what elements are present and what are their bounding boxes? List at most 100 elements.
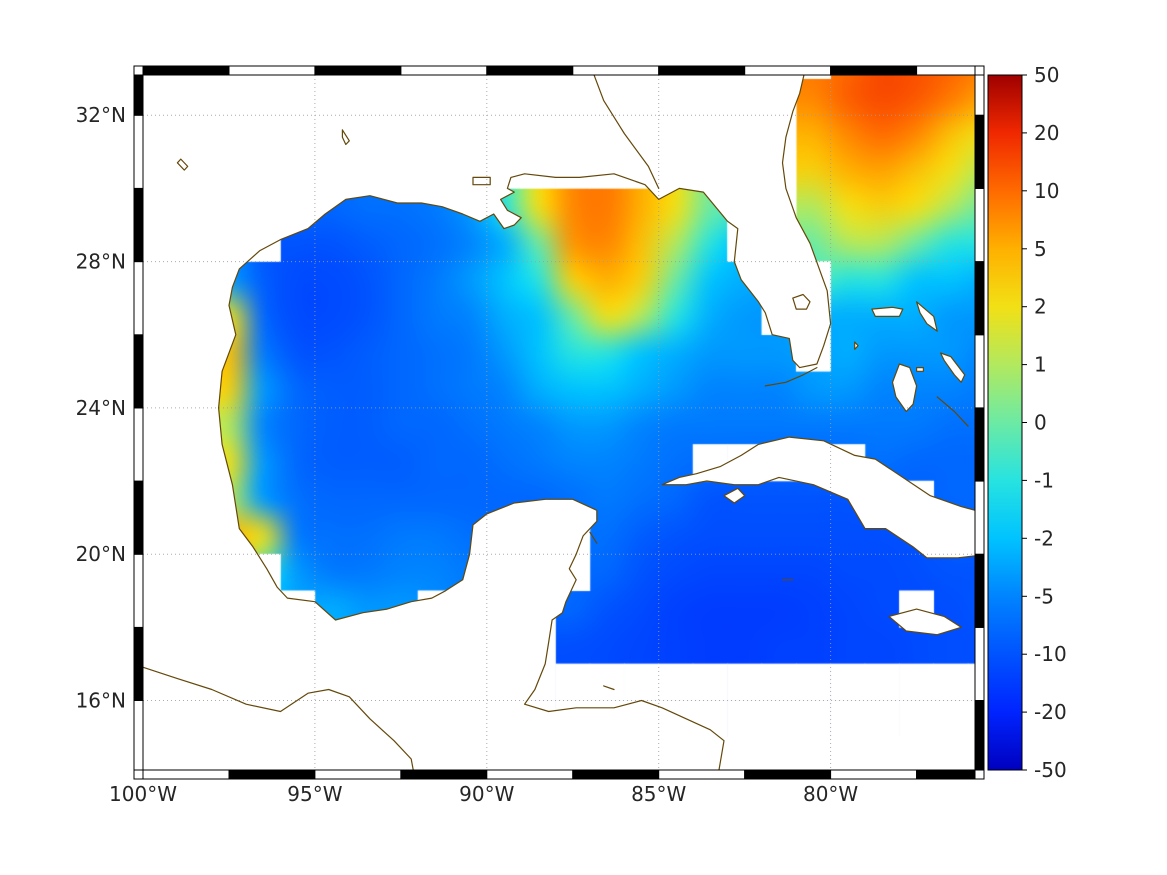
frame-segment <box>830 769 918 780</box>
frame-segment <box>974 700 985 771</box>
coast-lake_pontchartrain <box>472 176 491 186</box>
land-abaco <box>916 301 938 332</box>
coast-lake_okeechobee <box>792 293 811 310</box>
colorbar-tick-label: -50 <box>1034 758 1067 782</box>
frame-segment <box>830 65 918 76</box>
coast-pacific_coast <box>143 666 414 770</box>
y-tick-label: 16°N <box>76 689 126 713</box>
coast-exuma_chain <box>936 396 969 427</box>
frame-segment <box>133 480 144 555</box>
frame-segment <box>916 65 976 76</box>
frame-segment <box>133 74 144 116</box>
x-tick-label: 90°W <box>459 782 514 806</box>
coast-bimini <box>854 341 859 350</box>
coast-roatan <box>603 685 615 691</box>
colorbar-tick-label: -1 <box>1034 468 1054 492</box>
frame-segment <box>572 769 660 780</box>
frame-segment <box>133 407 144 482</box>
frame-segment <box>974 334 985 409</box>
x-tick-label: 95°W <box>287 782 342 806</box>
frame-segment <box>974 480 985 555</box>
land-bimini <box>854 342 859 350</box>
colorbar-tick-label: -10 <box>1034 642 1067 666</box>
coast-river_apalachicola <box>593 75 660 189</box>
colorbar-tick-label: 5 <box>1034 237 1047 261</box>
coast-florida_keys <box>764 367 818 387</box>
axis-labels: 100°W 95°W 90°W 85°W 80°W 16°N 20°N 24°N 28°N 32°… <box>76 103 859 806</box>
colorbar-tick-label: -2 <box>1034 526 1054 550</box>
frame-segment <box>133 700 144 771</box>
colorbar-tick-label: 0 <box>1034 411 1047 435</box>
frame-segment <box>133 626 144 701</box>
frame-segment <box>142 769 230 780</box>
land-cuba <box>662 437 975 558</box>
land-grand_bahama <box>871 307 903 317</box>
frame-segment <box>400 769 488 780</box>
coast-lake_texas_central <box>176 158 189 171</box>
land-fill <box>143 75 975 770</box>
colorbar-tick-label: -20 <box>1034 700 1067 724</box>
frame-segment <box>314 769 402 780</box>
frame-outline <box>133 65 985 780</box>
frame-segment <box>658 65 746 76</box>
frame-segment <box>974 553 985 628</box>
map-frame <box>133 65 985 780</box>
land-eleuthera <box>940 353 965 383</box>
frame-segment <box>314 65 402 76</box>
frame-segment <box>974 261 985 336</box>
frame-segment <box>133 334 144 409</box>
colorbar-gradient <box>987 74 1023 771</box>
colorbar-tick-label: 10 <box>1034 179 1059 203</box>
coast-mainland <box>218 75 832 770</box>
x-tick-label: 100°W <box>109 782 177 806</box>
coast-andros <box>891 363 918 413</box>
frame-segment <box>133 261 144 336</box>
coast-cuba <box>661 436 975 559</box>
frame-segment <box>486 65 574 76</box>
coast-lake_texas_east <box>341 129 350 146</box>
frame-segment <box>658 769 746 780</box>
frame-segment <box>142 65 230 76</box>
frame-segment <box>486 769 574 780</box>
frame-segment <box>133 553 144 628</box>
coast-grand_bahama <box>871 306 904 317</box>
y-tick-label: 24°N <box>76 396 126 420</box>
graticule <box>143 75 975 770</box>
frame-segment <box>974 407 985 482</box>
frame-segment <box>133 114 144 189</box>
frame-segment <box>974 626 985 701</box>
frame-segment <box>974 114 985 189</box>
coast-isla_juventud <box>723 487 746 504</box>
land-jamaica <box>889 609 962 635</box>
colorbar-tick-label: 1 <box>1034 353 1047 377</box>
frame-segment <box>228 65 316 76</box>
frame-segment <box>572 65 660 76</box>
frame-segment <box>133 187 144 263</box>
frame-segment <box>744 65 832 76</box>
y-tick-label: 20°N <box>76 542 126 566</box>
colorbar-tick-label: 2 <box>1034 295 1047 319</box>
y-tick-label: 28°N <box>76 250 126 274</box>
coast-cozumel <box>589 531 598 544</box>
frame-segment <box>974 187 985 263</box>
frame-segment <box>916 769 976 780</box>
frame-segment <box>974 74 985 116</box>
y-tick-label: 32°N <box>76 103 126 127</box>
frame-segment <box>228 769 316 780</box>
x-tick-label: 85°W <box>631 782 686 806</box>
coastlines <box>143 75 975 770</box>
coast-abaco <box>916 301 938 332</box>
colorbar-tick-label: 20 <box>1034 121 1059 145</box>
coast-jamaica <box>888 608 962 636</box>
frame-segment <box>744 769 832 780</box>
coast-eleuthera <box>940 352 966 383</box>
coast-new_providence <box>916 367 924 372</box>
colorbar-tick-label: 50 <box>1034 63 1059 87</box>
x-tick-label: 80°W <box>803 782 858 806</box>
land-new_providence <box>916 367 924 372</box>
frame-segment <box>400 65 488 76</box>
colorbar-tick-label: -5 <box>1034 584 1054 608</box>
